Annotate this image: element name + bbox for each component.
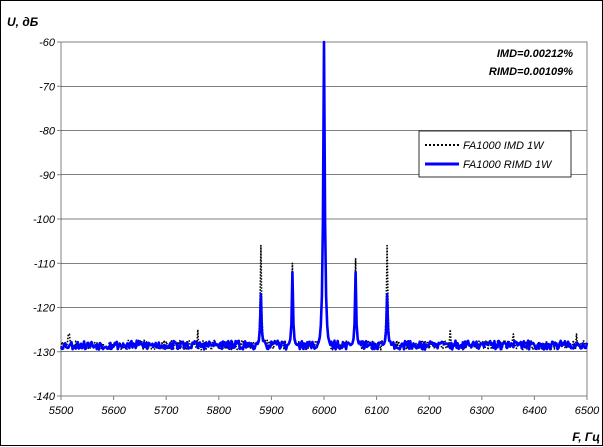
x-tick-label: 6300 xyxy=(470,405,495,417)
y-tick-label: -140 xyxy=(33,391,56,403)
imd-annotation: IMD=0.00212% xyxy=(497,48,573,60)
x-axis-title: F, Гц xyxy=(572,430,600,444)
x-tick-label: 5800 xyxy=(207,405,232,417)
legend-label-imd: FA1000 IMD 1W xyxy=(463,140,545,152)
y-tick-label: -60 xyxy=(39,37,56,49)
x-tick-label: 6200 xyxy=(417,405,442,417)
legend-label-rimd: FA1000 RIMD 1W xyxy=(463,159,553,171)
y-tick-label: -80 xyxy=(39,126,56,138)
y-tick-label: -90 xyxy=(39,170,56,182)
x-tick-label: 6500 xyxy=(575,405,600,417)
y-axis-title: U, дБ xyxy=(7,15,39,29)
rimd-annotation: RIMD=0.00109% xyxy=(489,66,573,78)
y-tick-label: -70 xyxy=(39,81,56,93)
x-tick-label: 5500 xyxy=(49,405,74,417)
x-tick-label: 5600 xyxy=(101,405,126,417)
y-tick-label: -110 xyxy=(34,258,56,270)
y-tick-label: -130 xyxy=(33,347,56,359)
x-tick-label: 6000 xyxy=(312,405,337,417)
x-tick-label: 5900 xyxy=(259,405,284,417)
y-tick-label: -120 xyxy=(33,303,56,315)
x-tick-label: 5700 xyxy=(154,405,179,417)
x-tick-label: 6100 xyxy=(364,405,389,417)
legend: FA1000 IMD 1W FA1000 RIMD 1W xyxy=(419,131,571,177)
x-tick-label: 6400 xyxy=(522,405,547,417)
y-tick-label: -100 xyxy=(33,214,56,226)
